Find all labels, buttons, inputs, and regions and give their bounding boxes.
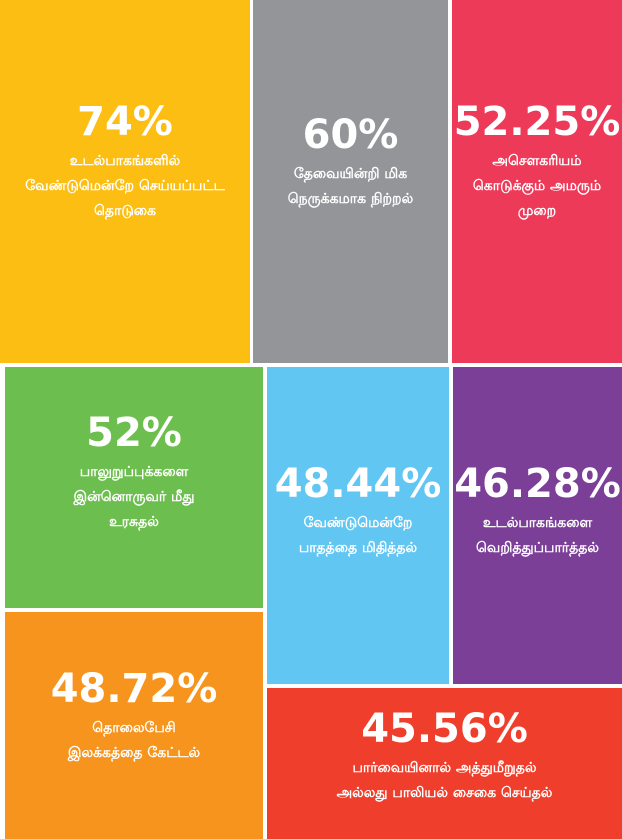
tile: 48.44% வேண்டுமென்றே பாதத்தை மிதித்தல் xyxy=(267,367,449,684)
label-line: தொலைபேசி xyxy=(92,719,176,736)
label-line: வேண்டுமென்றே xyxy=(303,514,413,531)
tile: 45.56% பார்வையினால் அத்துமீறுதல் அல்லது பா… xyxy=(267,688,622,839)
tile: 74% உடல்பாகங்களில் வேண்டுமென்றே செய்யப்பட்… xyxy=(0,0,250,363)
label-line: கொடுக்கும் அமரும் xyxy=(472,178,602,194)
tile: 52.25% அசௌகரியம் கொடுக்கும் அமரும் முறை xyxy=(452,0,622,363)
label-line: அசௌகரியம் xyxy=(492,153,582,169)
percent: 60% xyxy=(302,111,399,158)
tile: 48.72% தொலைபேசி இலக்கத்தை கேட்டல் xyxy=(5,612,263,839)
label-line: இன்னொருவர் மீது xyxy=(73,489,195,505)
label-line: பாலுறுப்புக்களை xyxy=(79,464,189,480)
label-line: தொடுகை xyxy=(93,203,157,219)
label-line: தேவையின்றி மிக xyxy=(293,165,408,182)
label-line: முறை xyxy=(517,203,557,219)
label-line: இலக்கத்தை கேட்டல் xyxy=(67,744,201,761)
percent: 46.28% xyxy=(454,460,621,507)
label-line: பார்வையினால் அத்துமீறுதல் xyxy=(352,759,537,776)
label-line: வெறித்துப்பார்த்தல் xyxy=(476,539,599,556)
label-line: பாதத்தை மிதித்தல் xyxy=(298,539,418,556)
percent: 48.44% xyxy=(274,460,442,507)
tile: 52% பாலுறுப்புக்களை இன்னொருவர் மீது உரசுதல் xyxy=(5,367,263,608)
label-line: உடல்பாகங்களை xyxy=(482,514,593,531)
label-line: உடல்பாகங்களில் xyxy=(69,153,181,169)
percent: 74% xyxy=(77,99,173,145)
label-line: வேண்டுமென்றே செய்யப்பட்ட xyxy=(25,178,225,194)
tile: 60% தேவையின்றி மிக நெருக்கமாக நிற்றல் xyxy=(253,0,448,363)
label-line: நெருக்கமாக நிற்றல் xyxy=(287,190,414,207)
label-line: உரசுதல் xyxy=(109,514,159,530)
tile: 46.28% உடல்பாகங்களை வெறித்துப்பார்த்தல் xyxy=(453,367,622,684)
percent: 52% xyxy=(86,410,182,456)
percent: 48.72% xyxy=(50,665,218,712)
percent: 45.56% xyxy=(361,705,528,752)
label-line: அல்லது பாலியல் சைகை செய்தல் xyxy=(336,784,553,801)
percent: 52.25% xyxy=(453,99,621,145)
